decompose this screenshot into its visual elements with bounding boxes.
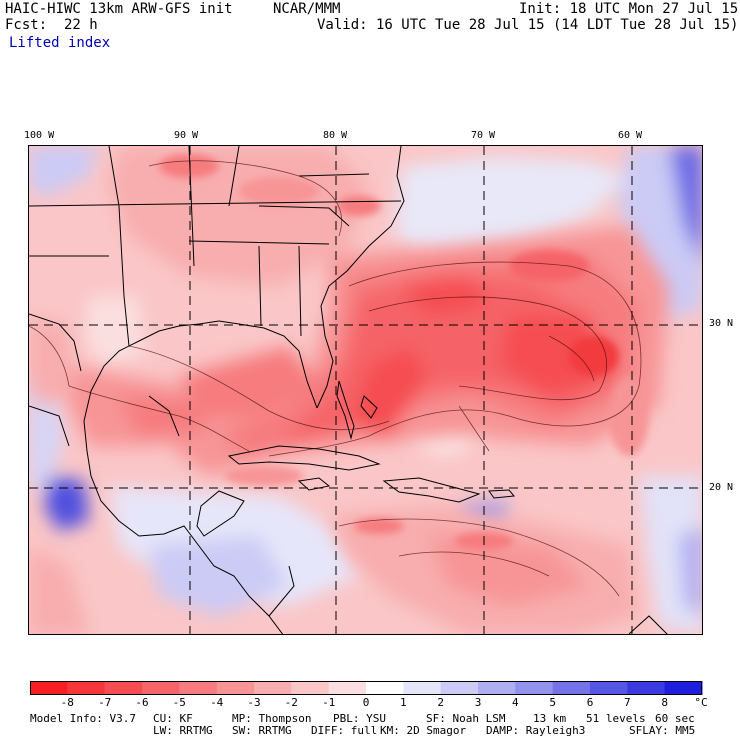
colorbar-swatch [403,681,442,695]
map-canvas [29,146,702,634]
colorbar-tick-label: 6 [586,696,594,709]
unstable-regions [29,146,669,634]
colorbar-swatch [328,681,367,695]
grid-spacing: 13 km [533,712,567,725]
colorbar-swatch [254,681,292,695]
forecast-hour: 22 h [64,17,98,33]
lon-tick-100w: 100 W [24,130,55,141]
colorbar-swatch [179,681,218,695]
field-name: Lifted index [9,35,111,51]
colorbar [30,681,703,695]
colorbar-tick-label: 4 [511,696,519,709]
colorbar-tick-label: 5 [549,696,556,709]
colorbar-swatch [30,681,68,695]
lat-tick-30n: 30 N [709,318,734,329]
colorbar-swatch [142,681,180,695]
colorbar-tick-label: -2 [284,696,298,709]
field-speckle [159,154,649,550]
colorbar-swatch [627,681,666,695]
lon-tick-80w: 80 W [323,130,348,141]
stable-regions [29,146,702,634]
model-title: HAIC-HIWC 13km ARW-GFS init [5,1,233,17]
lon-tick-70w: 70 W [471,130,496,141]
diffusion-scheme: DIFF: full [311,724,378,737]
colorbar-swatch [366,681,404,695]
forecast-label: Fcst: [5,17,48,33]
colorbar-tick-label: 3 [474,696,482,709]
lifted-index-map [28,145,703,635]
damping-scheme: DAMP: Rayleigh3 [486,724,586,737]
colorbar-tick-label: 0 [362,696,370,709]
model-info: Model Info: V3.7 [30,712,136,725]
lat-tick-20n: 20 N [709,482,734,493]
surface-layer-scheme: SFLAY: MM5 [629,724,696,737]
colorbar-tick-label: 2 [437,696,444,709]
shortwave-scheme: SW: RRTMG [232,724,292,737]
organization-label: NCAR/MMM [273,1,341,17]
colorbar-tick-label: 7 [623,696,631,709]
colorbar-tick-label: -6 [135,696,149,709]
contour-lines [29,160,642,597]
colorbar-swatch [478,681,516,695]
lon-tick-60w: 60 W [618,130,643,141]
init-time: Init: 18 UTC Mon 27 Jul 15 [519,1,739,17]
colorbar-swatch [104,681,143,695]
colorbar-swatch [515,681,554,695]
colorbar-swatch [67,681,106,695]
colorbar-tick-label: 1 [399,696,407,709]
colorbar-swatch [552,681,591,695]
colorbar-tick-label: 8 [661,696,668,709]
coastlines [29,146,668,634]
microphysics-scheme: MP: Thompson [232,712,312,725]
lon-tick-90w: 90 W [174,130,199,141]
colorbar-border [30,681,702,695]
pbl-scheme: PBL: YSU [333,712,386,725]
colorbar-tick-label: -8 [60,696,74,709]
colorbar-tick-label: -1 [322,696,336,709]
colorbar-swatch [440,681,479,695]
colorbar-swatch [664,681,703,695]
valid-time: Valid: 16 UTC Tue 28 Jul 15 (14 LDT Tue … [317,17,739,33]
cumulus-scheme: CU: KF [153,712,193,725]
colorbar-swatch [216,681,255,695]
colorbar-tick-label: -7 [98,696,112,709]
vertical-levels: 51 levels [586,712,646,725]
surface-scheme: SF: Noah LSM [426,712,506,725]
colorbar-tick-label: -5 [172,696,186,709]
colorbar-swatch [291,681,330,695]
lat-lon-grid [29,146,702,634]
colorbar-swatch [590,681,628,695]
longwave-scheme: LW: RRTMG [153,724,213,737]
colorbar-tick-label: -3 [247,696,261,709]
time-step: 60 sec [655,712,695,725]
colorbar-tick-label: -4 [210,696,224,709]
colorbar-unit: °C [694,696,708,709]
km-scheme: KM: 2D Smagor [380,724,467,737]
